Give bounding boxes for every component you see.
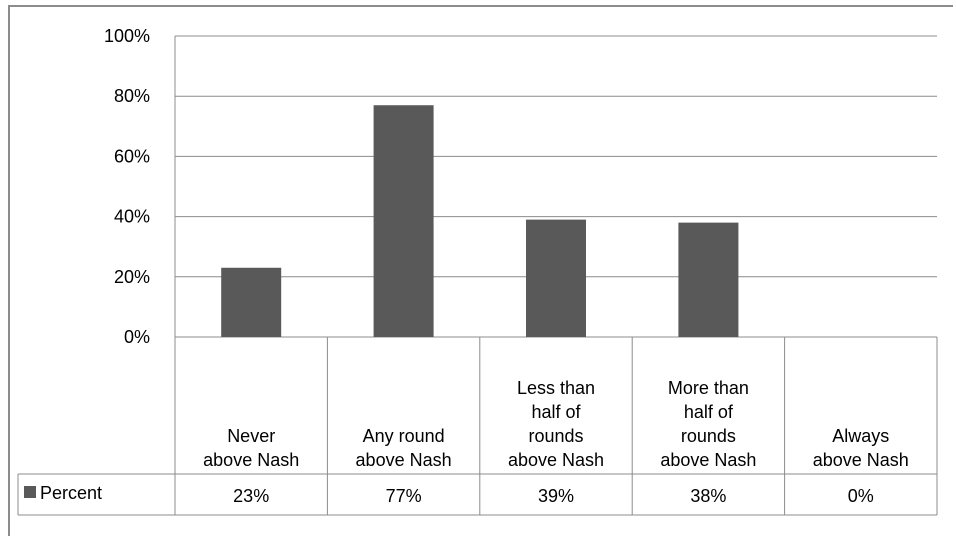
x-category-label: above Nash bbox=[813, 450, 909, 470]
y-tick-label: 20% bbox=[114, 267, 150, 287]
data-table-value: 39% bbox=[538, 486, 574, 506]
x-category-label: More than bbox=[668, 378, 749, 398]
x-category-label: above Nash bbox=[203, 450, 299, 470]
y-tick-label: 60% bbox=[114, 146, 150, 166]
x-category-label: above Nash bbox=[660, 450, 756, 470]
legend-swatch bbox=[24, 486, 36, 498]
bar bbox=[678, 222, 739, 337]
y-tick-label: 80% bbox=[114, 86, 150, 106]
x-category-label: Any round bbox=[363, 426, 445, 446]
data-table-value: 0% bbox=[848, 486, 874, 506]
y-tick-label: 0% bbox=[124, 327, 150, 347]
x-category-label: Always bbox=[832, 426, 889, 446]
x-category-label: rounds bbox=[528, 426, 583, 446]
y-tick-label: 100% bbox=[104, 26, 150, 46]
x-category-label: Less than bbox=[517, 378, 595, 398]
x-category-label: above Nash bbox=[508, 450, 604, 470]
data-table-value: 38% bbox=[690, 486, 726, 506]
data-table-value: 77% bbox=[386, 486, 422, 506]
legend-series-name: Percent bbox=[40, 483, 102, 503]
y-tick-label: 40% bbox=[114, 207, 150, 227]
x-category-label: half of bbox=[684, 402, 734, 422]
bar bbox=[373, 105, 434, 337]
bar bbox=[526, 219, 586, 337]
x-category-label: Never bbox=[227, 426, 275, 446]
data-table-value: 23% bbox=[233, 486, 269, 506]
x-category-label: rounds bbox=[681, 426, 736, 446]
bar bbox=[221, 267, 282, 337]
x-category-label: above Nash bbox=[356, 450, 452, 470]
x-category-label: half of bbox=[531, 402, 581, 422]
chart-frame bbox=[8, 5, 953, 536]
